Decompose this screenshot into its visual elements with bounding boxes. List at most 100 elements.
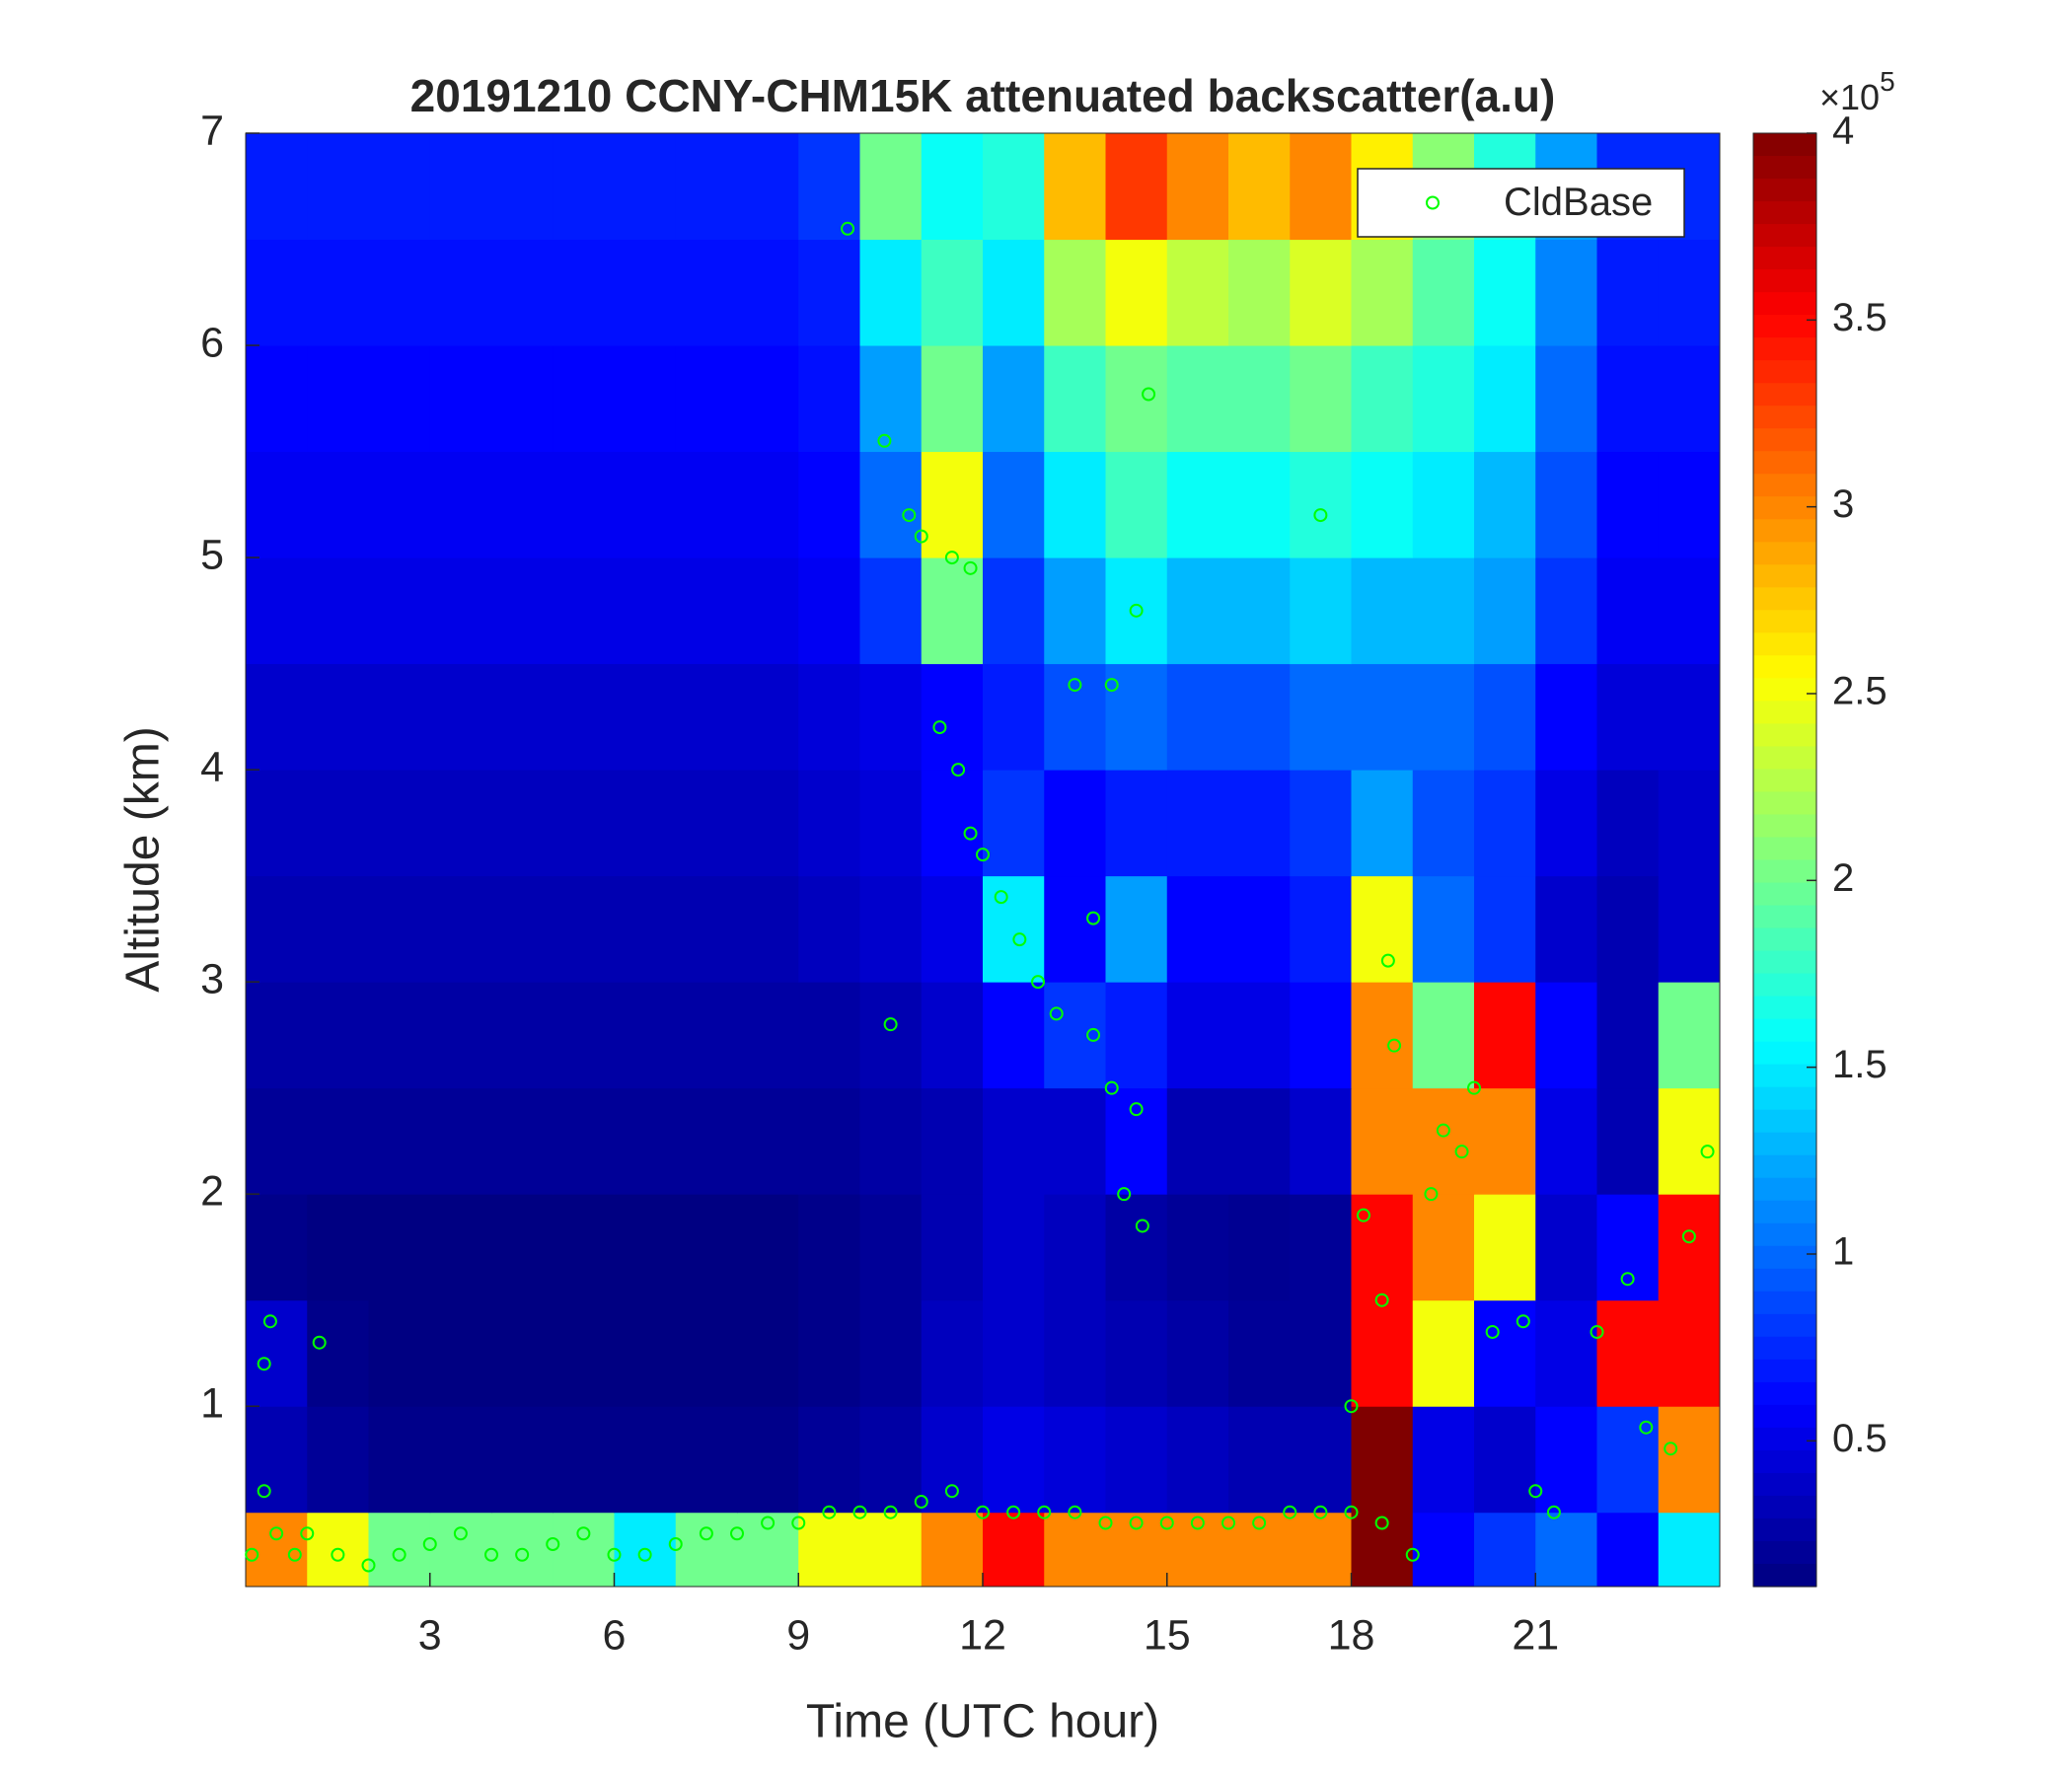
cloud-base-point — [883, 1017, 898, 1032]
colorbar-swatch — [1753, 1517, 1816, 1542]
heatmap-cell — [491, 663, 554, 771]
cloud-base-point — [902, 508, 917, 523]
heatmap-cell — [429, 1406, 492, 1514]
cloud-base-point — [1068, 678, 1082, 693]
colorbar-swatch — [1753, 655, 1816, 679]
heatmap-cell — [1658, 1512, 1721, 1588]
cloud-base-point — [312, 1335, 327, 1350]
heatmap-cell — [983, 875, 1045, 983]
heatmap-cell — [553, 451, 615, 558]
colorbar-swatch — [1753, 519, 1816, 543]
cloud-base-point — [668, 1536, 683, 1551]
colorbar-frame — [1752, 132, 1817, 1588]
heatmap-cell — [675, 239, 738, 346]
heatmap-cell — [1105, 239, 1168, 346]
heatmap-cell — [1596, 770, 1660, 877]
y-tick-label: 2 — [200, 1168, 224, 1216]
heatmap-cell — [614, 1299, 677, 1407]
cloud-base-point — [245, 1547, 259, 1562]
heatmap-cell — [614, 875, 677, 983]
heatmap-cell — [1658, 557, 1721, 665]
heatmap-cell — [1351, 1299, 1414, 1407]
colorbar-swatch — [1753, 1222, 1816, 1247]
heatmap-cell — [1658, 451, 1721, 558]
colorbar-swatch — [1753, 723, 1816, 748]
cloud-base-point — [392, 1547, 407, 1562]
heatmap-cell — [491, 133, 554, 241]
heatmap-cell — [1474, 770, 1536, 877]
heatmap-cell — [921, 663, 984, 771]
heatmap-cell — [983, 770, 1045, 877]
cloud-base-point — [1086, 1027, 1101, 1042]
heatmap-cell — [1228, 875, 1291, 983]
colorbar-swatch — [1753, 1540, 1816, 1565]
heatmap-cell — [1412, 1087, 1475, 1195]
heatmap-cell — [798, 982, 860, 1089]
heatmap-cell — [675, 663, 738, 771]
colorbar-swatch — [1753, 587, 1816, 611]
heatmap-cell — [1044, 1512, 1106, 1588]
cloud-base-point — [1037, 1505, 1052, 1519]
heatmap-cell — [983, 133, 1045, 241]
heatmap-cell — [368, 1406, 431, 1514]
heatmap-cell — [246, 875, 308, 983]
heatmap-cell — [983, 451, 1045, 558]
heatmap-cell — [246, 345, 308, 453]
cloud-base-point — [963, 826, 978, 841]
cloud-base-point — [1356, 1208, 1370, 1222]
heatmap-cell — [1535, 875, 1597, 983]
colorbar-swatch — [1753, 133, 1816, 157]
heatmap-cell — [859, 1512, 923, 1588]
colorbar-tick-label: 2 — [1832, 856, 1854, 900]
heatmap-cell — [1228, 982, 1291, 1089]
heatmap-cell — [798, 345, 860, 453]
heatmap-cell — [921, 1299, 984, 1407]
colorbar-swatch — [1753, 428, 1816, 452]
cloud-base-point — [951, 763, 966, 777]
heatmap-cell — [1166, 1406, 1229, 1514]
legend-marker — [1426, 195, 1440, 210]
heatmap-cell — [1658, 1406, 1721, 1514]
heatmap-cell — [1351, 1087, 1414, 1195]
heatmap-cell — [553, 1087, 615, 1195]
heatmap-cell — [1412, 1194, 1475, 1301]
heatmap-cell — [1658, 1087, 1721, 1195]
heatmap-cell — [1596, 239, 1660, 346]
heatmap-cell — [675, 1299, 738, 1407]
heatmap-cell — [1474, 1299, 1536, 1407]
heatmap-cell — [1412, 239, 1475, 346]
colorbar-swatch — [1753, 1177, 1816, 1202]
cloud-base-point — [1700, 1145, 1715, 1159]
heatmap-cell — [1228, 451, 1291, 558]
heatmap-cell — [983, 1087, 1045, 1195]
cloud-base-point — [877, 433, 892, 448]
colorbar-swatch — [1753, 337, 1816, 361]
cloud-base-point — [1129, 1516, 1144, 1530]
heatmap-cell — [798, 1087, 860, 1195]
heatmap-cell — [1474, 875, 1536, 983]
heatmap-cell — [1166, 1299, 1229, 1407]
heatmap — [246, 133, 1721, 1588]
heatmap-cell — [1290, 133, 1352, 241]
heatmap-cell — [983, 345, 1045, 453]
cloud-base-point — [944, 1484, 959, 1499]
heatmap-cell — [921, 875, 984, 983]
heatmap-cell — [921, 770, 984, 877]
heatmap-cell — [1044, 982, 1106, 1089]
heatmap-cell — [859, 1299, 923, 1407]
multiplier-exponent: 5 — [1880, 66, 1895, 97]
heatmap-cell — [368, 770, 431, 877]
heatmap-cell — [983, 1299, 1045, 1407]
heatmap-cell — [491, 1406, 554, 1514]
colorbar-swatch — [1753, 474, 1816, 497]
heatmap-cell — [614, 1194, 677, 1301]
heatmap-cell — [246, 1194, 308, 1301]
heatmap-cell — [491, 557, 554, 665]
heatmap-cell — [614, 345, 677, 453]
heatmap-cell — [1412, 982, 1475, 1089]
colorbar-swatch — [1753, 1404, 1816, 1429]
heatmap-cell — [307, 451, 369, 558]
heatmap-cell — [798, 663, 860, 771]
heatmap-cell — [675, 557, 738, 665]
heatmap-cell — [1351, 1194, 1414, 1301]
